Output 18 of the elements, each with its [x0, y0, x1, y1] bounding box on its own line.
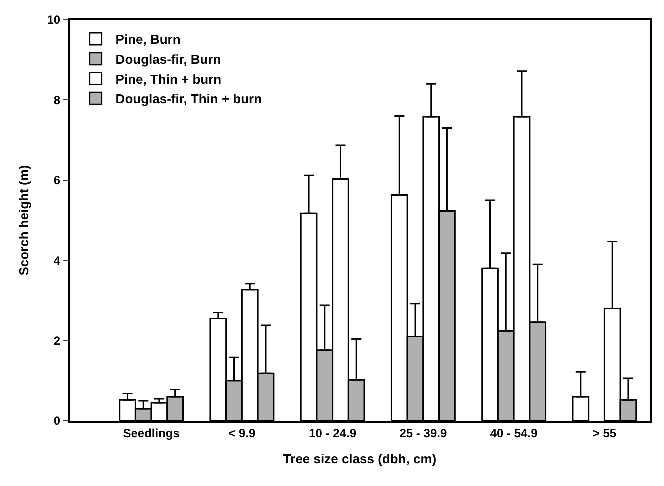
legend-label: Pine, Thin + burn: [116, 72, 222, 87]
x-tick-label: 40 - 54.9: [490, 426, 538, 440]
legend-label: Douglas-fir, Thin + burn: [116, 92, 262, 107]
y-axis-title: Scorch height (m): [16, 165, 32, 276]
x-tick-label: < 9.9: [228, 426, 256, 440]
y-tick-label: 10: [47, 13, 61, 28]
y-tick-label: 2: [54, 334, 61, 348]
y-tick-label: 0: [54, 414, 61, 428]
x-tick-label: 25 - 39.9: [400, 426, 448, 440]
x-tick-label: Seedlings: [123, 426, 180, 440]
x-tick-label: 10 - 24.9: [309, 426, 357, 440]
y-tick-label: 6: [54, 174, 61, 188]
x-tick-label: > 55: [592, 426, 617, 440]
legend-label: Douglas-fir, Burn: [116, 52, 222, 67]
x-axis-title: Tree size class (dbh, cm): [283, 452, 437, 466]
y-tick-label: 4: [54, 254, 61, 268]
legend-label: Pine, Burn: [116, 32, 181, 48]
y-tick-label: 8: [54, 93, 61, 108]
